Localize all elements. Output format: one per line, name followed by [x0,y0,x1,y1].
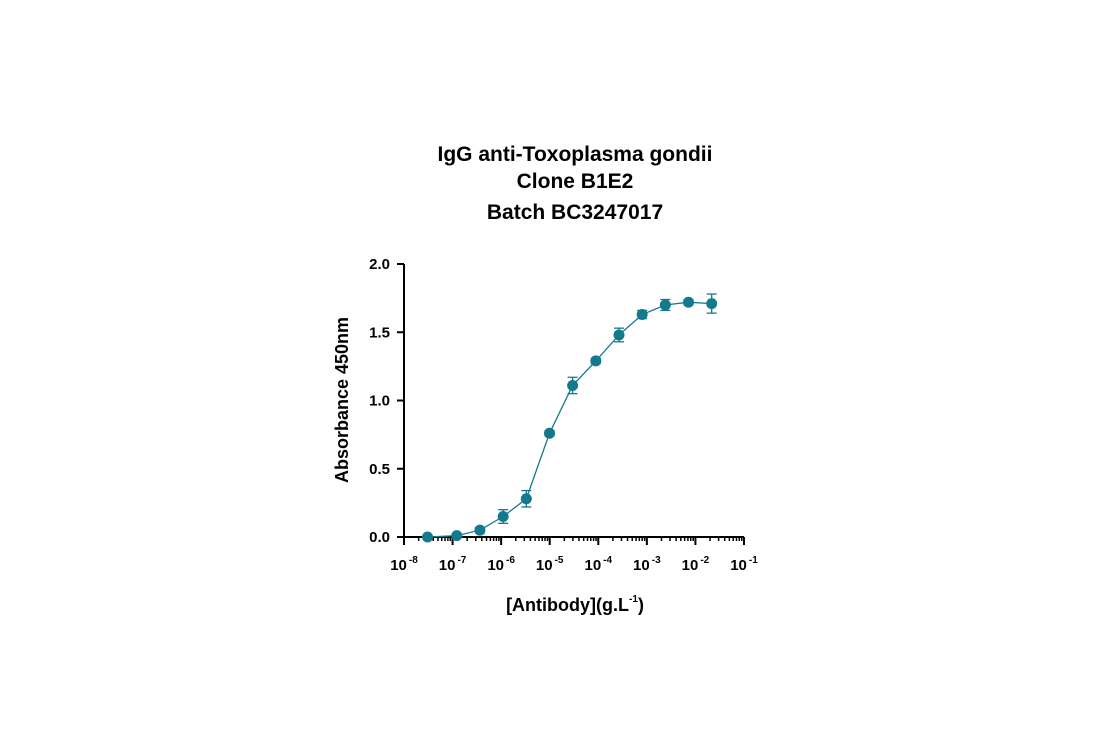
data-point [567,379,579,391]
y-tick-label: 0.5 [369,461,390,478]
y-tick-label: 2.0 [369,256,390,273]
data-point [451,530,463,542]
data-point [474,524,486,536]
chart-title-line-1: IgG anti-Toxoplasma gondii [438,143,713,166]
x-axis-title-sup: -1 [629,594,638,605]
data-point [520,493,532,505]
x-tick-label: 10 -8 [390,555,418,574]
data-points [422,296,718,543]
data-point [613,329,625,341]
data-point [636,309,648,321]
data-point [497,511,509,523]
y-axis-ticks: 0.0 0.5 1.0 1.5 2.0 [369,256,404,546]
data-point [544,427,556,439]
x-axis-ticks: 10 -8 10 -7 10 -6 10 -5 10 -4 10 -3 10 -2 10 -1 [390,537,758,574]
y-tick-label: 1.5 [369,324,390,341]
y-tick-label: 0.0 [369,529,390,546]
data-point [682,296,694,308]
data-point [659,299,671,311]
y-axis-title: Absorbance 450nm [332,317,352,483]
series-curve [427,301,712,538]
x-tick-label: 10 -5 [536,555,564,574]
x-tick-label: 10 -6 [487,555,515,574]
x-axis-title-close: ) [638,595,644,615]
x-axis-title: [Antibody](g.L-1) [506,594,644,615]
x-tick-label: 10 -1 [730,555,758,574]
x-tick-label: 10 -4 [584,555,612,574]
y-tick-label: 1.0 [369,393,390,410]
data-point [422,531,434,543]
chart-title-line-3: Batch BC3247017 [487,201,663,224]
chart-title-line-2: Clone B1E2 [517,170,634,193]
chart-title: IgG anti-Toxoplasma gondii Clone B1E2 Ba… [438,143,713,224]
data-point [590,355,602,367]
series-line [427,301,712,538]
x-tick-label: 10 -2 [682,555,710,574]
x-tick-label: 10 -3 [633,555,661,574]
x-axis-title-main: [Antibody](g.L [506,595,629,615]
x-tick-label: 10 -7 [439,555,467,574]
error-bars [474,293,717,534]
data-point [706,298,718,310]
